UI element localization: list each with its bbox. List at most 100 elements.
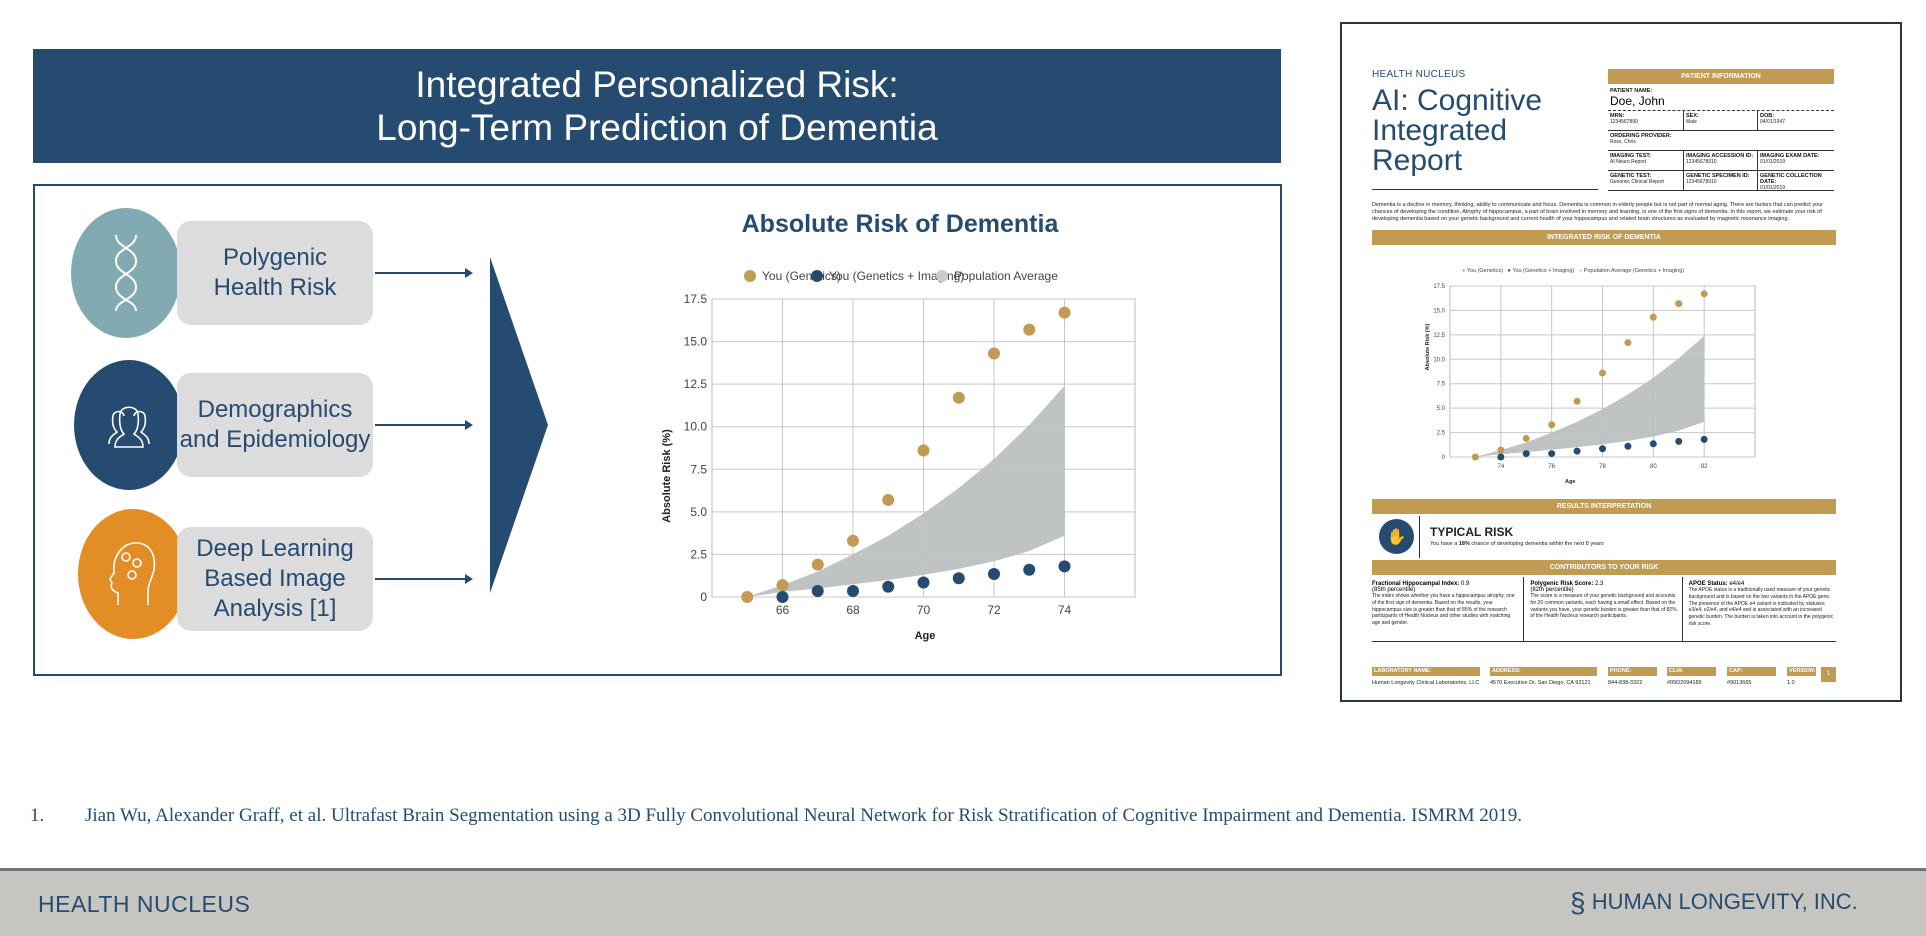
field-value: AI Neuro Report (1610, 159, 1647, 165)
genetic-test-cell: GENETIC TEST: Genomic Clinical Report (1608, 171, 1684, 191)
field-value: 12345678910 (1686, 159, 1717, 165)
contributor-sub: (82th percentile) (1530, 587, 1574, 593)
field-value: 01/01/2019 (1760, 159, 1786, 165)
footer-value: Human Longevity Clinical Laboratories, L… (1372, 680, 1480, 686)
footer-value: 4570 Executive Dr, San Diego, CA 92121 (1490, 680, 1591, 686)
imaging-date-cell: IMAGING EXAM DATE: 01/01/2019 (1758, 151, 1834, 171)
field-label: SEX: (1686, 113, 1699, 119)
contributor-sub: (85th percentile) (1372, 587, 1416, 593)
slide-footer: HEALTH NUCLEUS § HUMAN LONGEVITY, INC. (0, 868, 1926, 936)
legend-dot-icon: ● (1578, 268, 1583, 274)
field-label: ORDERING PROVIDER: (1610, 133, 1672, 139)
y-axis-label: Absolute Risk (%) (661, 429, 673, 523)
report-document: HEALTH NUCLEUS AI: Cognitive Integrated … (1340, 22, 1902, 702)
patient-info-header: PATIENT INFORMATION (1608, 69, 1834, 84)
input-label-line: Deep Learning (196, 535, 354, 562)
contributors-row: Fractional Hippocampal Index: 0.9 (85th … (1372, 577, 1836, 642)
human-longevity-text: HUMAN LONGEVITY, INC. (1591, 889, 1858, 914)
chart-title: Absolute Risk of Dementia (741, 210, 1059, 238)
provider-cell: ORDERING PROVIDER: Ross, Chris (1608, 131, 1834, 151)
people-icon (74, 360, 184, 490)
report-title-line: Report (1372, 144, 1463, 177)
contributor-title: APOE Status: (1688, 581, 1728, 587)
contributor-text: The APOE status is a traditionally used … (1688, 587, 1834, 627)
legend-item-population: Population Average (936, 269, 1058, 283)
field-label: IMAGING TEST: (1610, 153, 1651, 159)
integrated-risk-header: INTEGRATED RISK OF DEMENTIA (1372, 230, 1836, 245)
input-label-line: Based Image (204, 565, 346, 592)
footer-value: #9013665 (1727, 680, 1752, 686)
legend-dot-icon: ● (1507, 268, 1511, 274)
hand-stop-icon: ✋ (1379, 519, 1414, 554)
risk-level: TYPICAL RISK (1430, 525, 1514, 539)
genetic-date-cell: GENETIC COLLECTION DATE: 01/01/2019 (1758, 171, 1834, 191)
patient-name-cell: PATIENT NAME: Doe, John (1608, 86, 1834, 111)
slide-title-line1: Integrated Personalized Risk: (415, 64, 899, 105)
contributor-value: e4/e4 (1729, 581, 1745, 587)
field-value: Genomic Clinical Report (1610, 179, 1664, 185)
input-label-line: Health Risk (213, 274, 337, 301)
legend-label: You (Genetics) (1466, 268, 1503, 274)
contributor-title: Fractional Hippocampal Index: (1372, 581, 1460, 587)
input-demographics-epidemiology: Demographics and Epidemiology (177, 373, 373, 477)
risk-text: You have a (1430, 541, 1459, 547)
contributor-value: 0.9 (1461, 581, 1470, 587)
risk-summary: You have a 18% chance of developing deme… (1430, 541, 1604, 547)
input-polygenic-health-risk: Polygenic Health Risk (177, 221, 373, 325)
report-intro: Dementia is a decline in memory, thinkin… (1372, 202, 1824, 222)
footer-label: CLIA: (1667, 667, 1716, 676)
legend-label: Population Average (Genetics + Imaging) (1583, 268, 1685, 274)
contributor-text: The score is a measure of your genetic b… (1530, 593, 1677, 620)
page-number: 1 (1821, 667, 1836, 682)
report-title-line: AI: Cognitive (1372, 84, 1543, 117)
legend-label: You (Genetics + Imaging) (829, 269, 965, 283)
legend-swatch (811, 270, 823, 282)
arrow-right-icon (375, 574, 473, 584)
field-label: PATIENT NAME: (1610, 88, 1653, 94)
contributor-hippocampal-index: Fractional Hippocampal Index: 0.9 (85th … (1372, 577, 1525, 641)
contributor-value: 2.3 (1595, 581, 1604, 587)
field-label: IMAGING ACCESSION ID: (1686, 153, 1754, 159)
field-value: Male (1686, 119, 1697, 125)
slide-title-bar: Integrated Personalized Risk: Long-Term … (33, 49, 1281, 163)
field-label: GENETIC SPECIMEN ID: (1686, 173, 1750, 179)
input-label-line: Demographics (197, 396, 353, 423)
contributor-title: Polygenic Risk Score: (1530, 581, 1594, 587)
helix-logo-icon: § (1570, 887, 1586, 918)
contributors-header: CONTRIBUTORS TO YOUR RISK (1372, 560, 1836, 575)
report-title: AI: Cognitive Integrated Report (1372, 86, 1542, 176)
contributor-text: The index shows whether you have a hippo… (1372, 593, 1515, 627)
arrow-right-icon (375, 268, 473, 278)
citation-number: 1. (30, 805, 45, 826)
footer-label: ADDRESS: (1490, 667, 1597, 676)
contributor-apoe-status: APOE Status: e4/e4 The APOE status is a … (1683, 577, 1836, 641)
x-axis-label: Age (914, 630, 936, 642)
human-longevity-logo: § HUMAN LONGEVITY, INC. (1570, 887, 1858, 919)
field-value: 1234567890 (1610, 119, 1638, 125)
legend-label: You (Genetics + Imaging) (1512, 268, 1575, 274)
field-label: IMAGING EXAM DATE: (1760, 153, 1820, 159)
footer-label: CAP: (1727, 667, 1776, 676)
footer-label: PHONE: (1608, 667, 1657, 676)
imaging-test-cell: IMAGING TEST: AI Neuro Report (1608, 151, 1684, 171)
footer-label: VERSION: (1787, 667, 1816, 676)
report-title-line: Integrated (1372, 114, 1508, 147)
input-label-line: Polygenic (222, 244, 328, 271)
mrn-cell: MRN: 1234567890 (1608, 111, 1684, 131)
field-value: Ross, Chris (1610, 139, 1636, 145)
divider (1419, 516, 1420, 558)
footer-label: LABORATORY NAME: (1372, 667, 1480, 676)
field-label: DOB: (1760, 113, 1775, 119)
dna-icon (71, 208, 181, 338)
footer-value: #05D2094189 (1667, 680, 1702, 686)
slide-title-line2: Long-Term Prediction of Dementia (376, 107, 938, 148)
divider (1372, 189, 1598, 190)
health-nucleus-logo: HEALTH NUCLEUS (38, 891, 251, 917)
field-label: GENETIC TEST: (1610, 173, 1652, 179)
genetic-id-cell: GENETIC SPECIMEN ID: 12345678910 (1684, 171, 1758, 191)
dob-cell: DOB: 04/01/1947 (1758, 111, 1834, 131)
risk-text: chance of developing dementia within the… (1469, 541, 1604, 547)
mini-x-axis-label: Age (1565, 479, 1576, 485)
field-value: 04/01/1947 (1760, 119, 1786, 125)
field-value: 12345678910 (1686, 179, 1717, 185)
